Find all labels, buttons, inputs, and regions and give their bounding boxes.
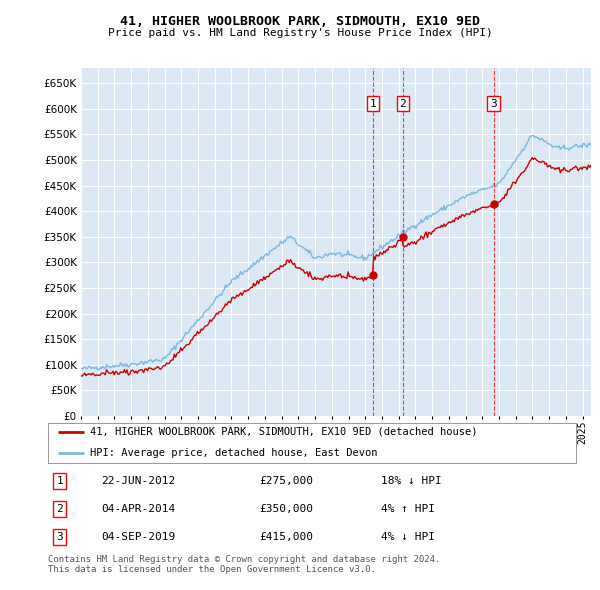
Text: 2: 2: [56, 504, 63, 514]
Text: 1: 1: [56, 476, 63, 486]
Text: £415,000: £415,000: [259, 532, 313, 542]
Text: 4% ↑ HPI: 4% ↑ HPI: [380, 504, 434, 514]
Text: 3: 3: [56, 532, 63, 542]
Text: £350,000: £350,000: [259, 504, 313, 514]
Text: HPI: Average price, detached house, East Devon: HPI: Average price, detached house, East…: [90, 448, 378, 458]
Text: 04-APR-2014: 04-APR-2014: [101, 504, 175, 514]
Text: 41, HIGHER WOOLBROOK PARK, SIDMOUTH, EX10 9ED (detached house): 41, HIGHER WOOLBROOK PARK, SIDMOUTH, EX1…: [90, 427, 478, 437]
Text: 41, HIGHER WOOLBROOK PARK, SIDMOUTH, EX10 9ED: 41, HIGHER WOOLBROOK PARK, SIDMOUTH, EX1…: [120, 15, 480, 28]
Text: 1: 1: [370, 99, 376, 109]
Text: 4% ↓ HPI: 4% ↓ HPI: [380, 532, 434, 542]
Text: Price paid vs. HM Land Registry's House Price Index (HPI): Price paid vs. HM Land Registry's House …: [107, 28, 493, 38]
Text: 22-JUN-2012: 22-JUN-2012: [101, 476, 175, 486]
Text: 04-SEP-2019: 04-SEP-2019: [101, 532, 175, 542]
Text: This data is licensed under the Open Government Licence v3.0.: This data is licensed under the Open Gov…: [48, 565, 376, 574]
Text: 2: 2: [400, 99, 406, 109]
Text: 3: 3: [490, 99, 497, 109]
Text: 18% ↓ HPI: 18% ↓ HPI: [380, 476, 442, 486]
Text: Contains HM Land Registry data © Crown copyright and database right 2024.: Contains HM Land Registry data © Crown c…: [48, 555, 440, 563]
Text: £275,000: £275,000: [259, 476, 313, 486]
